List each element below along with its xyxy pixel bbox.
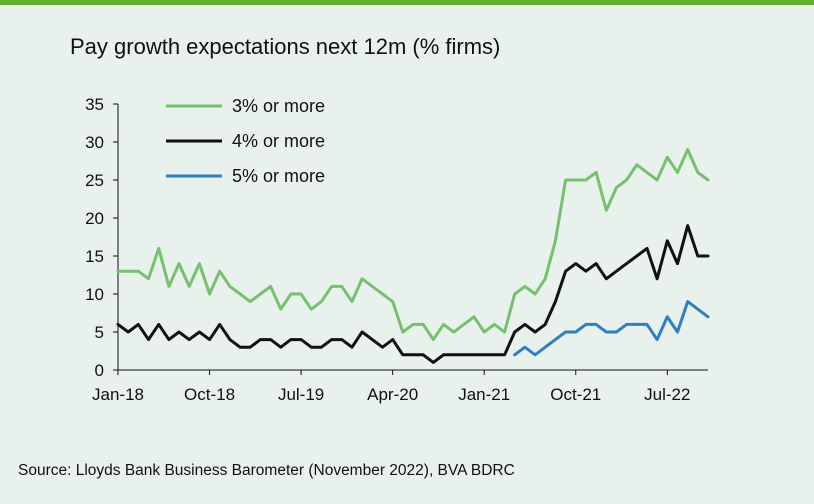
- y-tick-label: 20: [85, 209, 104, 228]
- chart-title: Pay growth expectations next 12m (% firm…: [70, 34, 501, 59]
- y-tick-label: 10: [85, 285, 104, 304]
- series-line-1: [116, 148, 710, 342]
- y-tick-label: 5: [95, 323, 104, 342]
- x-tick-label: Oct-21: [550, 385, 601, 404]
- x-tick-label: Apr-20: [367, 385, 418, 404]
- y-tick-label: 0: [95, 361, 104, 380]
- y-tick-label: 15: [85, 247, 104, 266]
- y-tick-label: 35: [85, 95, 104, 114]
- x-tick-label: Jul-19: [278, 385, 324, 404]
- source-note: Source: Lloyds Bank Business Barometer (…: [18, 462, 515, 479]
- legend-label-3: 5% or more: [232, 166, 325, 186]
- y-tick-label: 30: [85, 133, 104, 152]
- series-line-3: [513, 300, 710, 357]
- y-tick-label: 25: [85, 171, 104, 190]
- x-tick-label: Jan-21: [458, 385, 510, 404]
- series-line-2: [116, 224, 710, 364]
- x-tick-label: Jan-18: [92, 385, 144, 404]
- legend-label-1: 3% or more: [232, 96, 325, 116]
- top-accent-bar: [0, 0, 814, 5]
- x-tick-label: Jul-22: [644, 385, 690, 404]
- legend-label-2: 4% or more: [232, 131, 325, 151]
- x-tick-label: Oct-18: [184, 385, 235, 404]
